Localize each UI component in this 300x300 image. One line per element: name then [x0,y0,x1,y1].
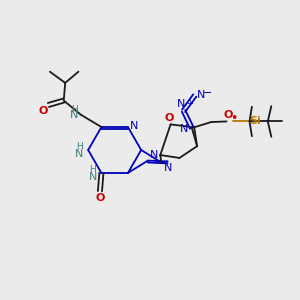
Text: N: N [88,172,97,182]
Text: N: N [130,121,139,130]
Text: N: N [180,124,189,134]
Text: H: H [71,105,78,114]
Text: N: N [197,90,206,100]
Text: H: H [76,142,83,151]
Text: −: − [202,88,212,98]
Text: N: N [177,99,185,110]
Text: •: • [230,112,237,125]
Text: +: + [186,99,193,108]
Text: O: O [38,106,48,116]
Text: O: O [223,110,233,120]
Text: Si: Si [249,116,261,126]
Text: N: N [70,110,79,120]
Text: H: H [89,165,96,174]
Text: N: N [150,150,159,160]
Text: N: N [75,149,83,159]
Text: O: O [164,113,174,123]
Text: N: N [164,163,172,173]
Text: O: O [95,193,105,203]
